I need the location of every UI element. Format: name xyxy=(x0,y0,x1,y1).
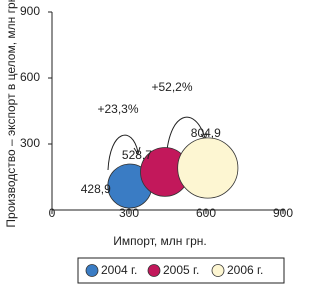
annotation: +52,2% xyxy=(151,80,192,94)
legend-swatch xyxy=(211,264,225,277)
y-tick-label: 600 xyxy=(20,70,40,84)
arrow xyxy=(165,116,206,163)
y-axis-label: Производство – экспорт в целом, млн грн. xyxy=(4,0,18,228)
legend-label: 2006 г. xyxy=(227,263,263,277)
bubble xyxy=(177,137,239,199)
arrow xyxy=(107,134,139,171)
arrow-head xyxy=(133,146,141,156)
x-tick-label: 0 xyxy=(49,206,56,220)
y-tick-label: 300 xyxy=(20,136,40,150)
value-label: 528,7 xyxy=(122,148,152,162)
value-label: 804,9 xyxy=(191,126,221,140)
legend-label: 2005 г. xyxy=(163,263,199,277)
x-tick-label: 300 xyxy=(119,206,139,220)
chart: Производство – экспорт в целом, млн грн.… xyxy=(4,0,293,284)
value-label: 428,9 xyxy=(81,182,111,196)
x-tick-label: 900 xyxy=(273,206,293,220)
annotation: +23,3% xyxy=(97,102,138,116)
legend-swatch xyxy=(85,264,99,277)
legend-box xyxy=(77,257,285,284)
y-tick-label: 900 xyxy=(20,4,40,18)
x-tick-label: 600 xyxy=(196,206,216,220)
legend-swatch xyxy=(147,264,161,277)
legend-label: 2004 г. xyxy=(101,263,137,277)
x-axis-label: Импорт, млн грн. xyxy=(113,234,207,248)
